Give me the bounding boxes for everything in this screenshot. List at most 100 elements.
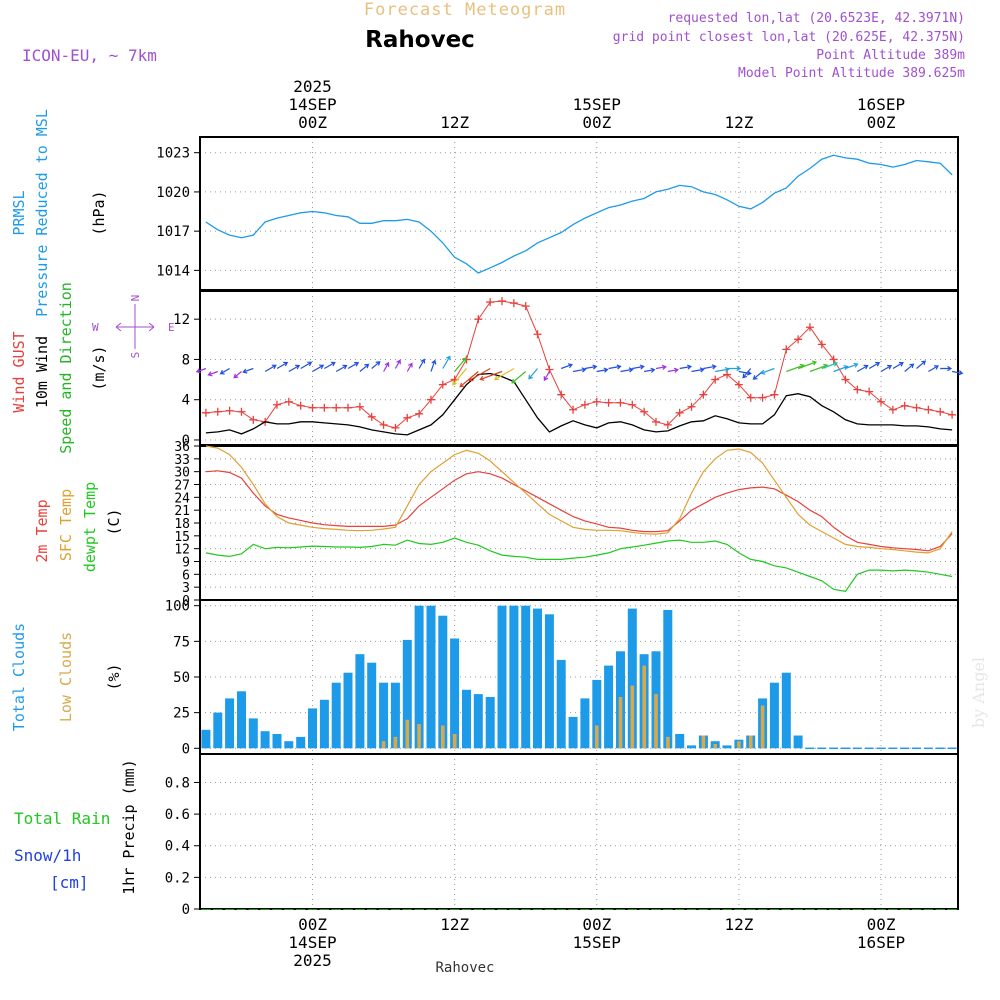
rain-bar: [390, 909, 401, 910]
y-tick-label: 0: [182, 741, 190, 757]
rain-bar: [757, 909, 768, 910]
rain-bar: [414, 909, 424, 910]
total-cloud-bar: [568, 716, 578, 749]
total-cloud-bar: [580, 698, 590, 749]
wind-direction-arrow: [543, 371, 550, 382]
bottom-tick-label: 12Z: [724, 915, 753, 934]
wind-direction-arrow: [560, 363, 573, 370]
wind-gust-marker: [213, 407, 222, 416]
wind-direction-arrow: [242, 367, 254, 374]
pressure-unit-label: (hPa): [90, 190, 108, 235]
wind-direction-arrow: [821, 361, 839, 370]
rain-bar: [900, 909, 910, 910]
wind-gust-marker: [557, 390, 566, 399]
y-tick-label: 1017: [156, 224, 190, 240]
wind-direction-arrow: [347, 361, 360, 370]
rain-bar: [911, 909, 922, 910]
rain-bar: [521, 909, 531, 910]
wind-direction-arrow: [655, 364, 667, 370]
y-tick-label: 33: [174, 453, 190, 468]
wind-gust-marker: [936, 407, 945, 416]
total-cloud-bar: [556, 659, 566, 749]
wind-gust-marker: [249, 415, 258, 424]
wind-direction-arrow: [195, 367, 207, 374]
rain-bar: [544, 909, 555, 910]
wind-direction-arrow: [940, 365, 953, 372]
wind-gust-marker: [320, 403, 329, 412]
wind-direction-arrow: [454, 357, 467, 372]
y-tick-label: 30: [174, 466, 190, 481]
wind-gust-marker: [711, 375, 720, 384]
dewpoint-line: [205, 537, 953, 593]
wind-direction-arrow: [738, 370, 752, 376]
wind-direction-arrow: [479, 370, 503, 381]
total-cloud-bar: [284, 741, 294, 749]
bottom-date-label: 14SEP: [288, 933, 336, 952]
wind-direction-arrow: [528, 368, 538, 380]
total-cloud-bar: [331, 682, 341, 749]
bottom-year-label: 2025: [293, 951, 332, 970]
precipitation-grid: 0 0.2 0.4 0.6 0.8: [165, 754, 958, 918]
clouds-grid: 0 25 50 75 100: [165, 599, 958, 757]
total-cloud-bar: [237, 691, 246, 749]
compass-south-label: S: [129, 352, 142, 359]
total-cloud-bar: [296, 736, 306, 749]
rain-bar: [402, 909, 412, 910]
low-cloud-bar: [642, 665, 646, 749]
top-date-label: 16SEP: [857, 95, 905, 114]
wind-gust-marker: [604, 398, 613, 407]
rain-bar: [722, 909, 732, 910]
total-rain-label: Total Rain: [14, 809, 110, 828]
y-tick-label: 15: [174, 530, 190, 545]
footer-location: Rahovec: [435, 960, 494, 976]
low-cloud-bar: [749, 735, 753, 749]
compass-west-label: W: [92, 321, 99, 334]
total-cloud-bar: [438, 615, 448, 749]
rain-bar: [698, 909, 709, 910]
y-tick-label: 4: [182, 393, 190, 409]
total-cloud-bar: [473, 694, 483, 749]
wind-grid: 0 4 8 12: [173, 291, 958, 449]
rain-bar: [651, 909, 661, 910]
wind-direction-arrow: [951, 370, 964, 376]
rain-bar: [378, 909, 389, 910]
wind-direction-arrow: [584, 364, 598, 370]
wind-direction-arrow: [300, 361, 313, 370]
wind-gust-marker: [948, 410, 957, 419]
low-cloud-bar: [393, 736, 398, 749]
low-cloud-bar: [441, 725, 445, 749]
wind-gust-marker: [888, 405, 897, 414]
total-cloud-bar: [414, 605, 424, 749]
y-tick-label: 24: [174, 491, 190, 506]
total-cloud-bar: [521, 605, 531, 749]
low-cloud-bar: [701, 735, 706, 749]
y-tick-label: 1023: [156, 146, 190, 162]
rain-bar: [497, 909, 507, 910]
rain-bar: [864, 909, 874, 910]
panel-labels: PRMSL Pressure Reduced to MSL (hPa) Wind GU…: [10, 109, 175, 895]
y-tick-label: 0: [182, 433, 190, 449]
wind-gust-marker: [687, 402, 696, 411]
rain-bar: [343, 909, 353, 910]
wind-gust-marker: [284, 397, 293, 406]
total-cloud-bar: [426, 605, 436, 749]
rain-bar: [449, 909, 460, 910]
rain-bar: [307, 909, 318, 910]
low-cloud-bar: [417, 724, 421, 749]
y-tick-label: 36: [174, 440, 190, 455]
location-title: Rahovec: [365, 27, 475, 53]
wind-gust-marker: [794, 335, 803, 344]
wind-gust-marker: [841, 375, 850, 384]
precip-unit-label: 1hr Precip (mm): [120, 759, 138, 894]
wind-direction-arrow: [596, 367, 609, 373]
wind-direction-arrow: [288, 364, 301, 373]
rain-bar: [568, 909, 578, 910]
snow-label: Snow/1h: [14, 846, 81, 865]
wind-direction-arrow: [742, 368, 752, 379]
rain-bar: [793, 909, 803, 910]
wind-direction-arrow: [264, 364, 277, 373]
wind-gust-marker: [628, 400, 637, 409]
rain-bar: [592, 909, 602, 910]
